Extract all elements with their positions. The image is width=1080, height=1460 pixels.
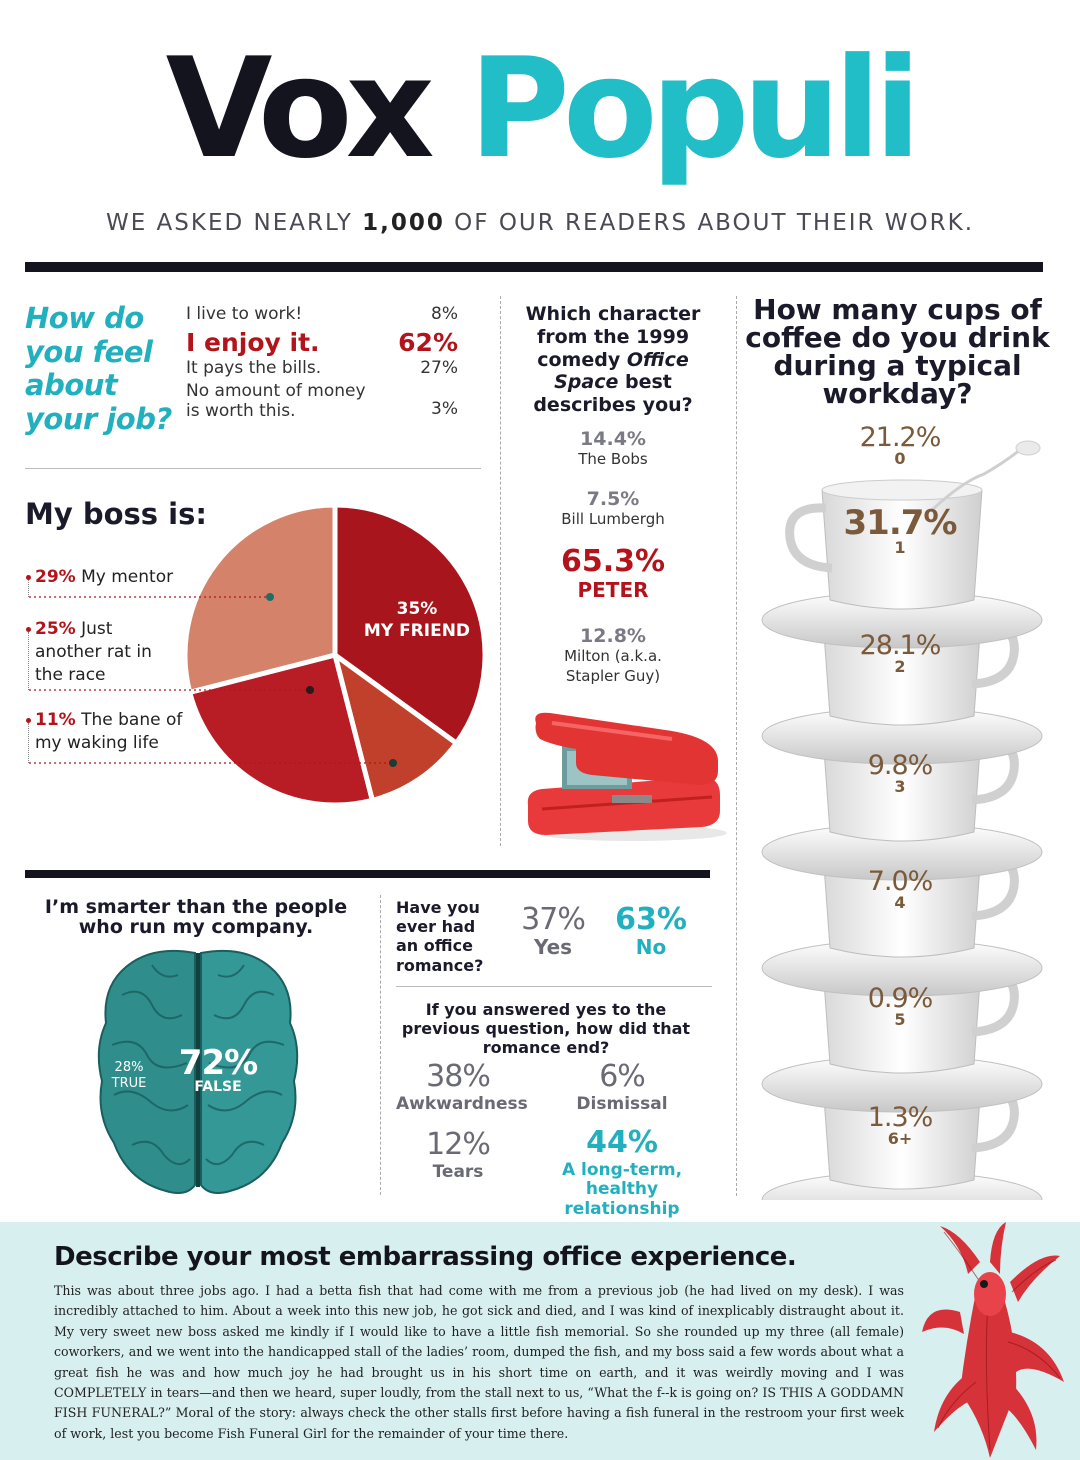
story-text: This was about three jobs ago. I had a b… [54,1283,904,1441]
column-divider [736,296,737,1196]
coffee-cup-1-label: 31.7% 1 [835,506,965,556]
divider [25,468,481,469]
story-title: Describe your most embarrassing office e… [54,1242,797,1272]
feel-option-1: I live to work! 8% [186,304,458,324]
romance-end-awkward: 38% Awkwardness [396,1059,528,1114]
bullet [26,718,31,723]
romance-end-dismissal: 6% Dismissal [576,1059,668,1114]
pie-slice-2 [186,651,376,808]
boss-pie-chart [29,502,488,808]
coffee-count: 2 [894,657,906,676]
romance-end-tears: 12% Tears [426,1127,491,1182]
cup-handle [785,503,833,573]
coffee-count: 4 [894,893,906,912]
office-space-question: Which character from the 1999 comedy Off… [525,303,701,417]
cup-rim [821,479,983,501]
coffee-question: How many cups of coffee do you drink dur… [745,293,1050,410]
coffee-cup-2-label: 28.1% 2 [835,632,965,675]
smarter-question: I’m smarter than the people who run my c… [44,896,348,938]
coffee-count: 3 [894,777,906,796]
column-divider [380,895,381,1195]
coffee-cup-3-label: 9.8% 3 [835,752,965,795]
leader-dot [266,593,274,601]
column-divider [500,296,501,846]
character-milton: 12.8% Milton (a.k.a. Stapler Guy) [564,625,662,685]
pie-center-label: 35% MY FRIEND [363,599,471,642]
coffee-count: 5 [894,1010,906,1029]
boss-item-mentor: 29% My mentor [35,567,174,587]
bullet [26,627,31,632]
coffee-cup-6+-label: 1.3% 6+ [835,1104,965,1147]
coffee-count: 1 [894,538,906,557]
coffee-pct: 31.7% [843,503,958,543]
character-bobs: 14.4% The Bobs [578,428,648,468]
coffee-cup-5-label: 0.9% 5 [835,985,965,1028]
pie-slice-0 [332,502,488,747]
feel-option-4: No amount of money is worth this. 3% [186,381,458,421]
job-feeling-question: How do you feel about your job? [25,301,172,436]
coffee-cup-0-label: 21.2% 0 [835,424,965,467]
divider [396,986,712,987]
leader-dot [306,686,314,694]
coffee-pct: 9.8% [867,750,934,781]
coffee-cup-4-label: 7.0% 4 [835,868,965,911]
character-lumbergh: 7.5% Bill Lumbergh [561,488,665,528]
cup [821,489,983,610]
coffee-count: 0 [894,449,906,468]
coffee-pct: 21.2% [859,422,942,453]
feel-option-3: It pays the bills. 27% [186,358,458,378]
page-subtitle: WE ASKED NEARLY 1,000 OF OUR READERS ABO… [105,210,975,236]
coffee-cup-stack [761,440,1043,1200]
brain-image [97,949,299,1194]
leader-dot [389,759,397,767]
romance-yes: 37% Yes [521,902,586,959]
romance-end-relationship: 44% A long-term, healthy relationship [561,1125,683,1219]
boss-item-bane: 11% The bane of my waking life [35,710,183,753]
romance-end-question: If you answered yes to the previous ques… [401,1000,691,1058]
top-rule [25,262,1043,272]
page-title: Vox Populi [165,28,922,189]
leader-line [28,632,29,690]
smarter-false: 72% FALSE [178,1043,258,1095]
leader-line [28,580,29,597]
bullet [26,575,31,580]
coffee-pct: 1.3% [867,1102,934,1133]
pie-slice-3 [182,502,338,696]
coffee-count: 6+ [887,1129,913,1148]
boss-title: My boss is: [25,497,207,531]
coffee-pct: 28.1% [859,630,942,661]
feel-option-2: I enjoy it. 62% [186,328,458,357]
romance-question: Have you ever had an office romance? [396,898,484,975]
betta-fish-image [922,1222,1064,1458]
smarter-true: 28% TRUE [111,1060,147,1091]
leader-line [28,723,29,763]
coffee-pct: 0.9% [867,983,934,1014]
character-peter: 65.3% PETER [560,544,666,602]
boss-item-rat: 25% Just another rat in the race [35,619,152,685]
mid-rule [25,870,710,878]
romance-no: 63% No [615,902,687,959]
story-panel [0,1222,1080,1460]
stapler-image [527,712,727,841]
coffee-pct: 7.0% [867,866,934,897]
